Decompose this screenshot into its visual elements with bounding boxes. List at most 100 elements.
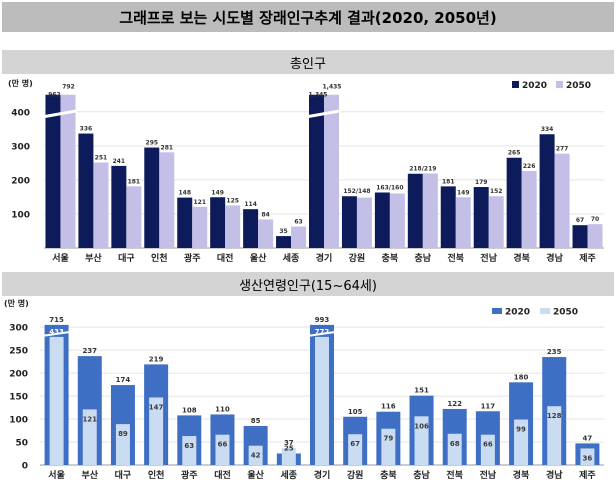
chart1-bar-2050-0 [60, 94, 76, 248]
chart1-label-2050-4: 121 [193, 199, 206, 206]
chart1-bar-2050-6 [258, 219, 274, 248]
chart2-axis-break-8 [307, 330, 337, 337]
chart2-legend-label-2050: 2050 [553, 308, 578, 318]
chart2-bar-2050-0 [49, 336, 64, 465]
chart2-xtick-7: 세종 [281, 469, 298, 481]
chart2-label-2020-12: 122 [447, 400, 462, 408]
chart1-bar-2020-13 [473, 187, 489, 248]
chart2-bar-2050-11 [414, 416, 429, 465]
chart1-label-2020-0: 962 [48, 92, 61, 99]
chart2-label-2050-0: 433 [49, 328, 64, 336]
chart2-label-2050-14: 99 [516, 426, 526, 434]
chart1-bar-2020-10 [374, 192, 390, 248]
chart1-label-pair-11: 218/219 [409, 165, 436, 172]
chart1-bar-2020-15 [539, 134, 555, 248]
chart1-bar-2020-2 [111, 165, 127, 248]
chart1-bar-2050-4 [192, 206, 208, 248]
chart1-label-2050-7: 63 [294, 219, 302, 226]
chart2-label-2020-2: 174 [116, 376, 131, 384]
chart1-label-2050-16: 70 [591, 216, 599, 223]
chart2-xtick-11: 충남 [413, 469, 430, 481]
chart1-bar-2020-3 [144, 147, 160, 248]
chart2-legend-label-2020: 2020 [505, 308, 530, 318]
chart1-xtick-4: 광주 [184, 252, 201, 264]
chart1-label-2050-1: 251 [95, 155, 108, 162]
chart2-bar-2050-10 [381, 428, 396, 465]
chart2-legend-swatch-2050 [540, 308, 550, 314]
chart1-label-2050-8: 1,435 [323, 84, 342, 91]
chart1-bar-2020-0 [45, 94, 61, 248]
chart2-xtick-3: 인천 [148, 470, 165, 481]
chart1-bar-2050-7 [291, 226, 307, 248]
chart2-label-2050-4: 63 [184, 442, 194, 450]
chart2-ytick-3: 150 [9, 393, 28, 403]
chart1-label-2050-2: 181 [128, 178, 141, 185]
chart2-title: 생산연령인구(15~64세) [2, 272, 614, 296]
chart2-label-2050-2: 89 [118, 430, 128, 438]
chart1-xtick-16: 제주 [579, 252, 596, 264]
chart1-xtick-12: 전북 [447, 252, 464, 264]
chart1-xtick-14: 경북 [513, 252, 530, 264]
chart1-xtick-3: 인천 [151, 253, 168, 264]
chart1-ytick-0: 100 [11, 210, 30, 220]
chart1-label-2020-12: 181 [442, 178, 455, 185]
chart2-label-2020-0: 715 [49, 316, 64, 324]
chart2-xtick-2: 대구 [115, 469, 132, 481]
chart2-label-2020-7: 25 [284, 445, 294, 453]
chart1-unit-label: (만 명) [8, 78, 33, 88]
chart1-label-2020-3: 295 [146, 140, 159, 147]
chart2-bar-2050-2 [115, 424, 130, 465]
chart2-label-2050-12: 68 [450, 440, 460, 448]
chart1-ytick-2: 300 [11, 142, 30, 152]
chart1-bar-2050-14 [521, 171, 537, 248]
chart1-bar-2020-11 [407, 173, 423, 248]
chart1-label-2020-2: 241 [113, 158, 126, 165]
chart1-label-2050-3: 281 [161, 144, 174, 151]
chart1-legend-label-2020: 2020 [522, 81, 547, 91]
chart1-xtick-5: 대전 [217, 252, 234, 264]
chart1-legend-swatch-2020 [512, 81, 519, 88]
chart2-bar-2050-9 [348, 434, 363, 465]
chart2-ytick-6: 300 [9, 324, 28, 334]
chart2-xtick-13: 전남 [480, 469, 497, 481]
chart1-label-2020-1: 336 [80, 126, 93, 133]
chart2-xtick-16: 제주 [579, 469, 596, 481]
chart2-label-2020-5: 110 [215, 405, 230, 413]
chart2-label-2050-8: 772 [315, 328, 330, 336]
chart2-xtick-12: 전북 [446, 469, 463, 481]
chart1-label-2020-13: 179 [475, 179, 488, 186]
chart2-label-2050-5: 66 [218, 441, 228, 449]
chart1-bar-2050-16 [587, 224, 603, 248]
chart1-bar-2050-1 [93, 162, 109, 248]
chart1-ytick-1: 200 [11, 176, 30, 186]
chart2-label-2020-15: 235 [547, 348, 562, 356]
chart1-bar-2020-5 [210, 197, 226, 248]
chart2-xtick-10: 충북 [380, 469, 397, 481]
working-age-population-chart: (만 명) 0 50 100 150 200 250 300 서울 715 433 부산 237 121 대… [4, 298, 604, 481]
chart1-label-2020-4: 148 [178, 190, 191, 197]
chart2-label-2020-6: 85 [251, 417, 261, 425]
chart1-xtick-1: 부산 [85, 252, 102, 264]
chart2-xtick-9: 강원 [347, 469, 364, 481]
chart2-ytick-4: 200 [9, 370, 28, 380]
chart2-label-2050-11: 106 [414, 422, 429, 430]
chart2-label-2020-3: 219 [149, 355, 164, 363]
chart1-xtick-8: 경기 [316, 252, 333, 264]
chart1-xtick-11: 충남 [415, 252, 432, 264]
chart1-label-2020-15: 334 [541, 126, 554, 133]
chart1-label-pair-10: 163/160 [376, 184, 403, 191]
chart2-ytick-1: 50 [15, 439, 28, 449]
chart2-label-2020-4: 108 [182, 406, 197, 414]
chart2-ytick-5: 250 [9, 347, 28, 357]
chart2-axis-break-0 [42, 330, 71, 337]
chart2-bar-2050-13 [480, 434, 495, 465]
chart2-xtick-6: 울산 [247, 469, 264, 481]
chart2-xtick-4: 광주 [181, 469, 198, 481]
chart1-label-2050-12: 149 [457, 189, 470, 196]
chart2-unit-label: (만 명) [4, 298, 29, 308]
chart2-label-2050-9: 67 [350, 440, 360, 448]
chart1-label-2020-14: 265 [508, 150, 521, 157]
chart1-bar-2050-15 [554, 153, 570, 248]
chart1-label-2020-6: 114 [244, 201, 257, 208]
